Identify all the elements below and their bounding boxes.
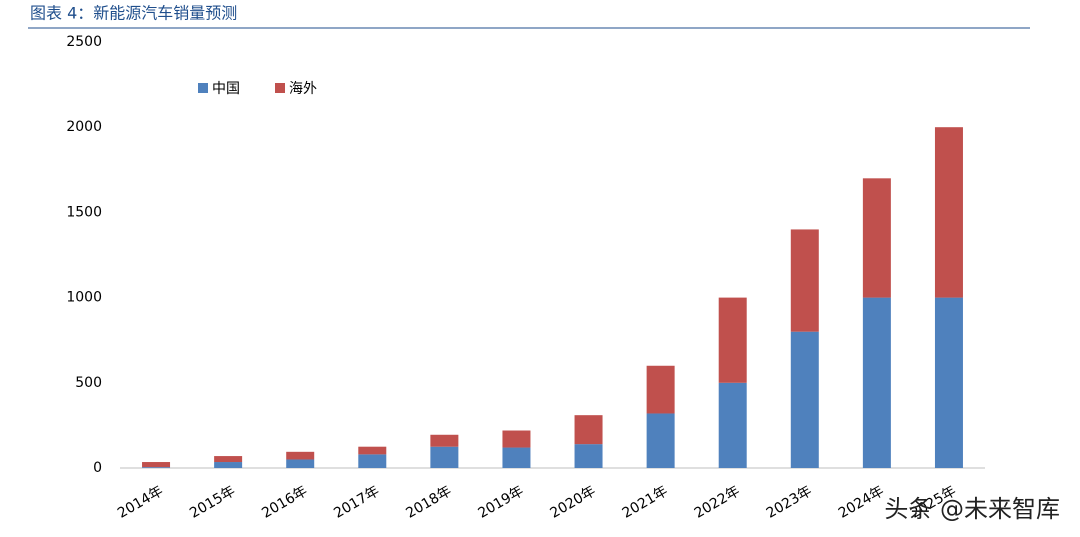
bar-segment bbox=[358, 446, 387, 455]
bar-segment bbox=[934, 297, 963, 468]
chart-title: 图表 4：新能源汽车销量预测 bbox=[30, 4, 237, 23]
bar-segment bbox=[430, 434, 459, 447]
bar-segment bbox=[358, 454, 387, 468]
watermark: 头条 @未来智库 bbox=[884, 495, 1060, 523]
legend-label: 中国 bbox=[212, 81, 240, 97]
y-tick-label: 1500 bbox=[66, 204, 102, 220]
bar-segment bbox=[718, 297, 747, 383]
y-tick-label: 2000 bbox=[66, 119, 102, 135]
bar-segment bbox=[502, 447, 531, 468]
x-tick-label: 2022年 bbox=[692, 483, 743, 522]
x-tick-label: 2024年 bbox=[836, 483, 887, 522]
bar-segment bbox=[934, 127, 963, 298]
bar-segment bbox=[862, 178, 891, 298]
bar-segment bbox=[574, 444, 603, 468]
bar-segment bbox=[646, 413, 675, 468]
bar-segment bbox=[718, 382, 747, 468]
x-tick-label: 2018年 bbox=[403, 483, 454, 522]
x-tick-label: 2020年 bbox=[548, 483, 599, 522]
bar-segment bbox=[862, 297, 891, 468]
bar-segment bbox=[142, 467, 171, 468]
bar-segment bbox=[142, 462, 171, 468]
y-tick-label: 0 bbox=[93, 460, 102, 476]
bar-segment bbox=[430, 446, 459, 468]
x-tick-label: 2017年 bbox=[331, 483, 382, 522]
y-tick-label: 1000 bbox=[66, 290, 102, 306]
bar-segment bbox=[790, 229, 819, 332]
x-tick-label: 2015年 bbox=[187, 483, 238, 522]
x-tick-label: 2019年 bbox=[475, 483, 526, 522]
legend-swatch bbox=[198, 83, 208, 93]
x-tick-label: 2016年 bbox=[259, 483, 310, 522]
bar-segment bbox=[214, 456, 243, 463]
x-tick-label: 2023年 bbox=[764, 483, 815, 522]
bar-segment bbox=[502, 430, 531, 448]
bar-segment bbox=[214, 462, 243, 468]
y-tick-label: 500 bbox=[75, 375, 102, 391]
x-tick-label: 2021年 bbox=[620, 483, 671, 522]
bar-segment bbox=[574, 415, 603, 445]
bar-segment bbox=[790, 331, 819, 468]
bar-segment bbox=[286, 459, 315, 468]
bar-segment bbox=[286, 451, 315, 460]
x-tick-label: 2014年 bbox=[115, 483, 166, 522]
bar-segment bbox=[646, 365, 675, 414]
legend-swatch bbox=[275, 83, 285, 93]
legend-label: 海外 bbox=[289, 81, 317, 97]
y-tick-label: 2500 bbox=[66, 34, 102, 50]
